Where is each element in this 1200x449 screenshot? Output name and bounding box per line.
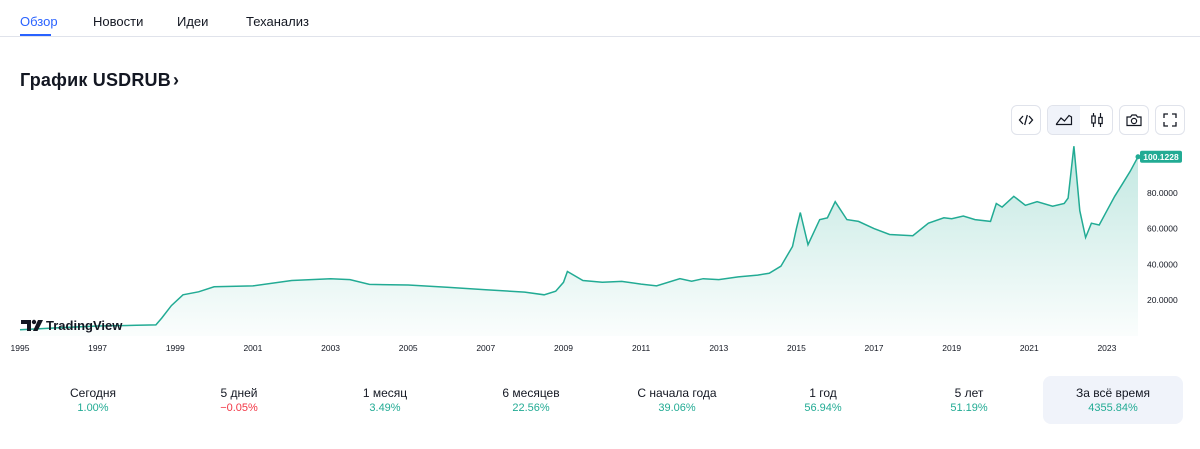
fullscreen-icon — [1163, 113, 1177, 127]
last-price-label: 100.1228 — [1143, 152, 1179, 162]
tab-technicals[interactable]: Теханализ — [246, 14, 309, 29]
fullscreen-button[interactable] — [1155, 105, 1185, 135]
chart-style-toggle — [1047, 105, 1113, 135]
period-4[interactable]: С начала года 39.06% — [607, 376, 747, 424]
embed-button[interactable] — [1011, 105, 1041, 135]
x-tick-label: 1995 — [11, 343, 30, 353]
price-area-fill — [20, 146, 1138, 336]
candlestick-icon — [1091, 113, 1103, 127]
chart-title-link[interactable]: График USDRUB › — [20, 70, 179, 91]
tradingview-logo-icon — [21, 319, 43, 331]
x-tick-label: 1999 — [166, 343, 185, 353]
period-label: 6 месяцев — [502, 386, 560, 400]
period-change-value: 22.56% — [512, 402, 550, 414]
x-tick-label: 2005 — [399, 343, 418, 353]
tab-overview[interactable]: Обзор — [20, 14, 58, 29]
price-chart[interactable]: 1995 1997 1999 2001 2003 2005 2007 2009 2011 2013… — [0, 140, 1200, 365]
page-title: График USDRUB — [20, 70, 171, 90]
candles-chart-button[interactable] — [1081, 106, 1112, 134]
period-label: За всё время — [1076, 386, 1150, 400]
code-icon — [1018, 114, 1034, 126]
price-series-line — [19, 146, 1139, 331]
x-tick-label: 2009 — [554, 343, 573, 353]
x-tick-label: 2007 — [476, 343, 495, 353]
x-tick-label: 2017 — [865, 343, 884, 353]
x-tick-label: 2023 — [1097, 343, 1116, 353]
period-label: С начала года — [637, 386, 717, 400]
x-tick-label: 2001 — [243, 343, 262, 353]
x-tick-label: 2013 — [709, 343, 728, 353]
period-change-value: 4355.84% — [1088, 402, 1138, 414]
tradingview-logo-text: TradingView — [46, 318, 123, 333]
camera-icon — [1126, 114, 1142, 127]
x-tick-label: 2021 — [1020, 343, 1039, 353]
snapshot-button[interactable] — [1119, 105, 1149, 135]
period-label: 5 дней — [220, 386, 258, 400]
tradingview-logo[interactable]: TradingView — [21, 318, 123, 333]
chevron-right-icon: › — [172, 70, 180, 90]
x-tick-label: 2015 — [787, 343, 806, 353]
period-6[interactable]: 5 лет 51.19% — [899, 376, 1039, 424]
tab-bar: Обзор Новости Идеи Теханализ — [0, 0, 1200, 37]
period-5[interactable]: 1 год 56.94% — [753, 376, 893, 424]
period-label: Сегодня — [70, 386, 116, 400]
period-2[interactable]: 1 месяц 3.49% — [315, 376, 455, 424]
period-1[interactable]: 5 дней −0.05% — [169, 376, 309, 424]
x-tick-label: 1997 — [88, 343, 107, 353]
period-change-value: 1.00% — [77, 402, 109, 414]
x-tick-label: 2019 — [942, 343, 961, 353]
period-change-value: 51.19% — [950, 402, 988, 414]
period-change-value: 39.06% — [658, 402, 696, 414]
period-change-value: 3.49% — [369, 402, 401, 414]
period-7[interactable]: За всё время 4355.84% — [1043, 376, 1183, 424]
area-chart-icon — [1055, 114, 1073, 126]
y-tick-label: 80.0000 — [1147, 188, 1178, 198]
period-label: 1 месяц — [362, 386, 408, 400]
period-3[interactable]: 6 месяцев 22.56% — [461, 376, 601, 424]
period-change-value: −0.05% — [220, 402, 258, 414]
last-price-badge: 100.1228 — [1140, 150, 1182, 163]
period-label: 5 лет — [954, 386, 984, 400]
data-point — [1135, 154, 1141, 160]
tab-ideas[interactable]: Идеи — [177, 14, 209, 29]
period-0[interactable]: Сегодня 1.00% — [23, 376, 163, 424]
x-tick-label: 2011 — [632, 343, 651, 353]
y-tick-label: 60.0000 — [1147, 224, 1178, 234]
y-tick-label: 40.0000 — [1147, 259, 1178, 269]
tab-news[interactable]: Новости — [93, 14, 144, 29]
period-change-value: 56.94% — [804, 402, 842, 414]
period-label: 1 год — [809, 386, 837, 400]
x-tick-label: 2003 — [321, 343, 340, 353]
area-chart-button[interactable] — [1048, 106, 1080, 134]
active-tab-indicator — [20, 34, 51, 36]
y-tick-label: 20.0000 — [1147, 295, 1178, 305]
performance-periods: Сегодня 1.00% 5 дней −0.05% 1 месяц 3.49% 6 ме… — [18, 376, 1183, 424]
